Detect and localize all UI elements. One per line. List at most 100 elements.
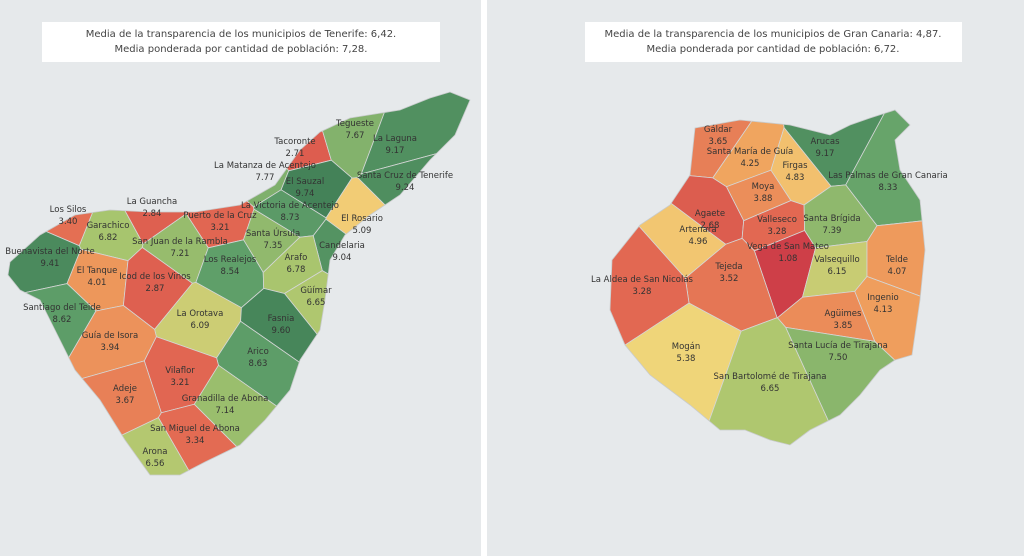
municipality-value: 7.67 [346, 131, 365, 141]
municipality-value: 1.08 [779, 254, 798, 264]
municipality-name: El Rosario [341, 214, 383, 224]
header-line: Media ponderada por cantidad de població… [647, 43, 900, 55]
municipality-name: La Matanza de Acentejo [214, 161, 316, 171]
municipality-name: Ingenio [867, 293, 898, 303]
municipality-name: Buenavista del Norte [5, 247, 94, 257]
municipality-name: Adeje [113, 384, 137, 394]
municipality-name: San Juan de la Rambla [132, 237, 228, 247]
municipality-name: Icod de los Vinos [119, 272, 191, 282]
municipality-name: Santa Lucía de Tirajana [788, 341, 888, 351]
municipality-name: El Tanque [77, 266, 118, 276]
municipality-value: 7.35 [264, 241, 283, 251]
municipality-value: 7.77 [256, 173, 275, 183]
municipality-value: 4.13 [874, 305, 893, 315]
municipality-value: 3.67 [116, 396, 135, 406]
municipality-name: Los Realejos [204, 255, 257, 265]
municipality-name: Artenara [679, 225, 716, 235]
municipality-name: Mogán [672, 342, 701, 352]
municipality-name: La Guancha [127, 197, 178, 207]
municipality [157, 403, 291, 475]
header-line: Media de la transparencia de los municip… [605, 29, 942, 40]
municipality-name: Vega de San Mateo [747, 242, 829, 252]
municipality-value: 3.34 [186, 436, 205, 446]
municipality [866, 209, 925, 335]
divider [481, 0, 487, 556]
municipality-value: 6.65 [307, 298, 326, 308]
municipality-value: 4.25 [741, 159, 760, 169]
municipality-value: 4.07 [888, 267, 907, 277]
municipality-name: Guía de Isora [82, 331, 138, 341]
island-outline [609, 109, 926, 446]
municipality-name: Gáldar [704, 125, 733, 135]
municipality-name: La Orotava [177, 309, 224, 319]
municipality-value: 6.09 [191, 321, 210, 331]
municipality-value: 3.94 [101, 343, 120, 353]
municipality-value: 3.52 [720, 274, 739, 284]
municipality-name: Tegueste [335, 119, 374, 129]
municipality-value: 3.21 [211, 223, 230, 233]
municipality-name: Güímar [300, 286, 332, 296]
municipality-name: El Sauzal [286, 177, 324, 187]
municipality-value: 8.73 [281, 213, 300, 223]
municipality-value: 7.14 [216, 406, 235, 416]
municipality-value: 2.68 [701, 221, 720, 231]
municipality-name: Garachico [87, 221, 130, 231]
header-box [585, 22, 962, 62]
municipality-value: 9.17 [816, 149, 835, 159]
municipality-value: 6.15 [828, 267, 847, 277]
municipality-value: 3.28 [633, 287, 652, 297]
municipality-value: 3.88 [754, 194, 773, 204]
municipality-name: Santa María de Guía [707, 147, 793, 157]
municipality-value: 7.50 [829, 353, 848, 363]
municipality-value: 2.71 [286, 149, 305, 159]
municipality-value: 5.09 [353, 226, 372, 236]
municipality-name: Arucas [810, 137, 840, 147]
municipality-value: 8.62 [53, 315, 72, 325]
municipality [680, 317, 866, 445]
municipality-value: 4.96 [689, 237, 708, 247]
municipality-value: 9.24 [396, 183, 415, 193]
municipality-value: 3.40 [59, 217, 78, 227]
municipality-name: Santiago del Teide [23, 303, 101, 313]
municipality-name: La Victoria de Acentejo [241, 201, 339, 211]
municipality [845, 110, 925, 227]
municipality-value: 7.39 [823, 226, 842, 236]
municipality-name: Vilaflor [165, 366, 195, 376]
municipality-name: Las Palmas de Gran Canaria [828, 171, 948, 181]
municipality-value: 9.04 [333, 253, 352, 263]
municipality-name: San Miguel de Abona [150, 424, 240, 434]
municipality-name: Granadilla de Abona [182, 394, 269, 404]
header-box [42, 22, 440, 62]
municipality-name: Arafo [285, 253, 308, 263]
municipality-value: 8.33 [879, 183, 898, 193]
municipality-name: Fasnia [268, 314, 295, 324]
municipality-value: 9.17 [386, 146, 405, 156]
municipality-value: 3.85 [834, 321, 853, 331]
municipality-value: 9.41 [41, 259, 60, 269]
municipality-name: Moya [752, 182, 775, 192]
municipality-value: 3.65 [709, 137, 728, 147]
municipality-value: 2.84 [143, 209, 162, 219]
municipality-value: 6.56 [146, 459, 165, 469]
municipality-name: Agaete [695, 209, 725, 219]
municipality-name: Arico [247, 347, 269, 357]
municipality-name: Telde [885, 255, 908, 265]
municipality-name: La Aldea de San Nicolás [591, 275, 694, 285]
municipality-name: Santa Brígida [803, 214, 860, 224]
municipality-name: Los Silos [50, 205, 87, 215]
municipality-name: Santa Cruz de Tenerife [357, 171, 453, 181]
island-outline [7, 91, 471, 476]
municipality-name: Santa Úrsula [246, 227, 300, 239]
municipality-name: Tacoronte [273, 137, 315, 147]
header-line: Media de la transparencia de los municip… [86, 29, 396, 40]
municipality-value: 4.01 [88, 278, 107, 288]
municipality-value: 9.60 [272, 326, 291, 336]
municipality-value: 6.78 [287, 265, 306, 275]
municipality-value: 8.54 [221, 267, 240, 277]
municipality-value: 3.21 [171, 378, 190, 388]
header-line: Media ponderada por cantidad de població… [115, 43, 368, 55]
municipality-value: 7.21 [171, 249, 190, 259]
municipality-name: Valsequillo [814, 255, 859, 265]
municipality-name: Firgas [782, 161, 808, 171]
